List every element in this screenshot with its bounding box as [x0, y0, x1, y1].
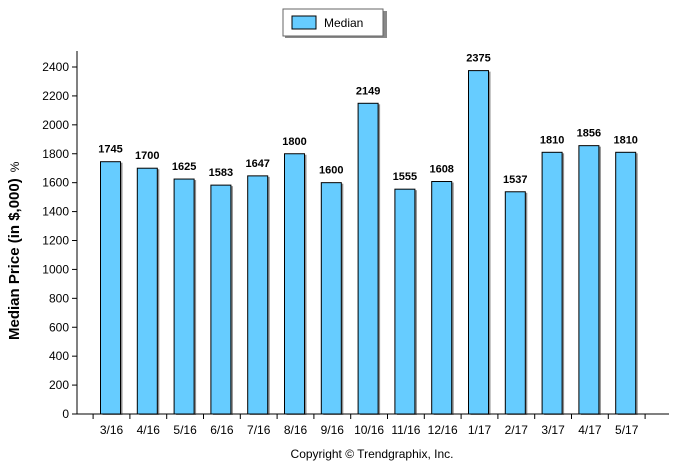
y-tick-label: 1800 [42, 147, 69, 161]
data-label: 1537 [503, 174, 527, 186]
bar [394, 188, 416, 415]
data-label: 1800 [282, 136, 306, 148]
x-tick-label: 5/16 [173, 423, 197, 437]
bar [100, 161, 121, 415]
x-tick-label: 10/16 [354, 423, 384, 437]
data-label: 2375 [466, 53, 490, 65]
x-tick-label: 7/16 [247, 423, 271, 437]
legend: Median [282, 8, 387, 38]
x-tick-label: 6/16 [210, 423, 234, 437]
y-tick-label: 1200 [42, 234, 69, 248]
x-tick-label: 2/17 [505, 423, 529, 437]
data-label: 1856 [577, 128, 601, 140]
bar [578, 145, 600, 415]
bar [284, 153, 305, 415]
data-label: 1608 [429, 164, 453, 176]
bar [468, 70, 489, 415]
x-tick-label: 8/16 [284, 423, 308, 437]
bar [541, 151, 563, 415]
bar [210, 184, 232, 415]
x-tick-label: 3/17 [541, 423, 565, 437]
bar [615, 151, 637, 415]
y-tick-label: 1000 [42, 262, 69, 276]
data-label: 2149 [356, 85, 380, 97]
data-label: 1600 [319, 165, 343, 177]
bar [136, 167, 158, 415]
bar [431, 181, 453, 415]
legend-swatch [291, 15, 317, 30]
x-tick-label: 11/16 [391, 423, 420, 437]
data-label: 1583 [209, 167, 233, 179]
y-axis: 0 200 400 600 800 1000 1200 1400 1600 1800 2000 220… [42, 51, 78, 421]
y-tick-label: 400 [49, 349, 69, 363]
y-axis-label: Median Price (in $,000)% [6, 161, 23, 340]
x-tick-label: 5/17 [615, 423, 639, 437]
data-label: 1810 [613, 134, 637, 146]
bars [100, 70, 638, 416]
data-label: 1745 [98, 144, 122, 156]
copyright-text: Copyright © Trendgraphix, Inc. [291, 447, 454, 461]
y-tick-label: 800 [49, 291, 69, 305]
bar [320, 182, 342, 415]
x-tick-label: 3/16 [100, 423, 124, 437]
x-tick-label: 4/17 [578, 423, 602, 437]
data-label: 1647 [245, 158, 269, 170]
data-label: 1555 [393, 171, 417, 183]
x-axis: 3/16 4/16 5/16 6/16 7/16 8/16 9/16 10/16 11/16 12… [77, 413, 669, 437]
legend-label: Median [324, 16, 363, 30]
x-tick-label: 12/16 [428, 423, 458, 437]
x-tick-label: 9/16 [321, 423, 345, 437]
x-tick-label: 1/17 [468, 423, 492, 437]
y-tick-label: 2200 [42, 89, 69, 103]
bar [173, 178, 195, 415]
data-label: 1810 [540, 134, 564, 146]
bar [357, 102, 379, 415]
y-tick-label: 2000 [42, 118, 69, 132]
y-tick-label: 1600 [42, 176, 69, 190]
data-label: 1700 [135, 150, 159, 162]
y-tick-label: 200 [49, 378, 69, 392]
data-label: 1625 [172, 161, 196, 173]
y-tick-label: 1400 [42, 205, 69, 219]
y-tick-label: 0 [62, 407, 69, 421]
y-tick-label: 600 [49, 320, 69, 334]
data-labels: 1745 1700 1625 1583 1647 1800 1600 2149 1555 1608… [98, 53, 638, 186]
bar [247, 175, 269, 415]
y-axis-title: Median Price (in $,000)% [6, 161, 23, 340]
x-tick-label: 4/16 [137, 423, 161, 437]
bar [504, 191, 526, 415]
y-tick-label: 2400 [42, 60, 69, 74]
